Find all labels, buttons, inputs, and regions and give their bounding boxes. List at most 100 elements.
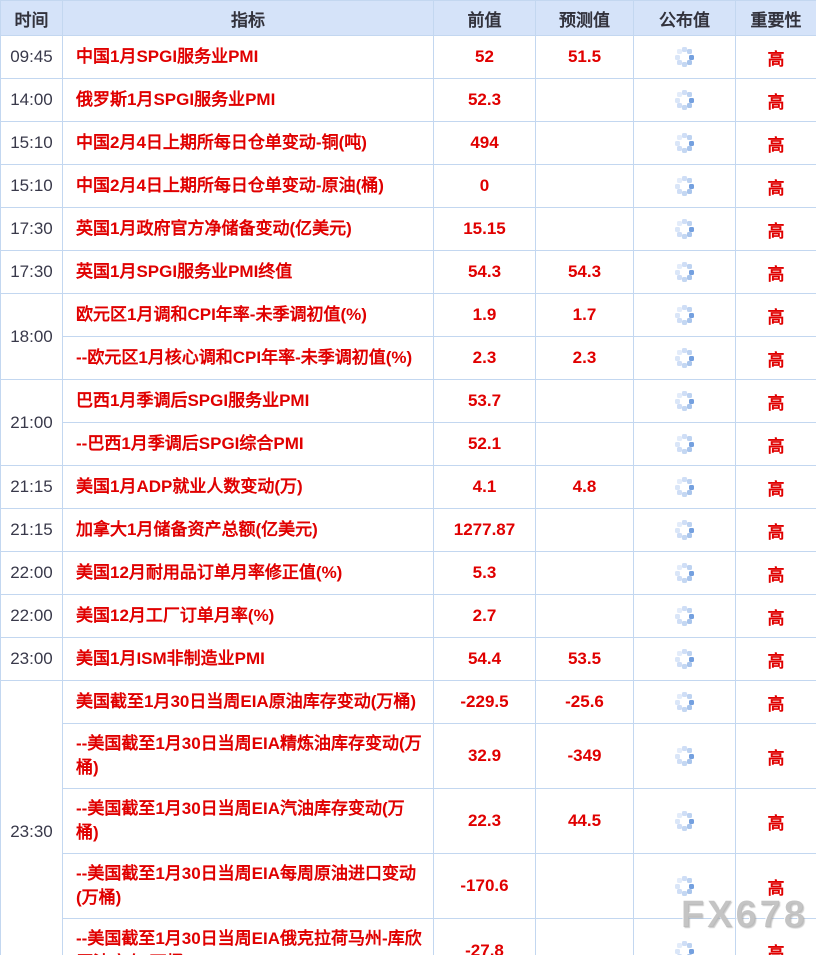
previous-value-cell: -229.5 [433, 680, 536, 724]
header-importance: 重要性 [735, 0, 816, 36]
importance-cell: 高 [735, 465, 816, 509]
published-value-cell [633, 78, 736, 122]
previous-value-cell: 4.1 [433, 465, 536, 509]
table-header: 时间 指标 前值 预测值 公布值 重要性 [0, 0, 816, 36]
forecast-value-cell [535, 551, 634, 595]
indicator-cell[interactable]: --欧元区1月核心调和CPI年率-未季调初值(%) [62, 336, 434, 380]
indicator-cell[interactable]: 美国截至1月30日当周EIA原油库存变动(万桶) [62, 680, 434, 724]
loading-spinner-icon [682, 613, 687, 618]
time-cell: 22:00 [0, 594, 63, 638]
published-value-cell [633, 164, 736, 208]
table-row: 22:00 美国12月工厂订单月率(%) 2.7 高 [0, 594, 816, 638]
time-cell: 22:00 [0, 551, 63, 595]
table-row: 15:10 中国2月4日上期所每日仓单变动-原油(桶) 0 高 [0, 164, 816, 208]
indicator-cell[interactable]: 英国1月政府官方净储备变动(亿美元) [62, 207, 434, 251]
previous-value-cell: 32.9 [433, 723, 536, 789]
loading-spinner-icon [682, 818, 687, 823]
published-value-cell [633, 918, 736, 955]
indicator-cell[interactable]: 英国1月SPGI服务业PMI终值 [62, 250, 434, 294]
table-row: --欧元区1月核心调和CPI年率-未季调初值(%) 2.3 2.3 高 [1, 336, 816, 380]
loading-spinner-icon [682, 269, 687, 274]
loading-spinner-icon [682, 948, 687, 953]
forecast-value-cell: 54.3 [535, 250, 634, 294]
indicator-cell[interactable]: 巴西1月季调后SPGI服务业PMI [62, 379, 434, 423]
header-published: 公布值 [633, 0, 736, 36]
indicator-cell[interactable]: 美国12月耐用品订单月率修正值(%) [62, 551, 434, 595]
importance-cell: 高 [735, 551, 816, 595]
forecast-value-cell [535, 121, 634, 165]
indicator-cell[interactable]: --美国截至1月30日当周EIA汽油库存变动(万桶) [62, 788, 434, 854]
indicator-cell[interactable]: --美国截至1月30日当周EIA精炼油库存变动(万桶) [62, 723, 434, 789]
previous-value-cell: 2.7 [433, 594, 536, 638]
table-row: 21:00 巴西1月季调后SPGI服务业PMI 53.7 高 [0, 379, 816, 466]
published-value-cell [633, 723, 736, 789]
loading-spinner-icon [682, 226, 687, 231]
importance-cell: 高 [735, 78, 816, 122]
table-row: 09:45 中国1月SPGI服务业PMI 52 51.5 高 [0, 35, 816, 79]
table-row: --美国截至1月30日当周EIA精炼油库存变动(万桶) 32.9 -349 高 [1, 723, 816, 789]
indicator-cell[interactable]: 加拿大1月储备资产总额(亿美元) [62, 508, 434, 552]
table-row: 17:30 英国1月政府官方净储备变动(亿美元) 15.15 高 [0, 207, 816, 251]
time-cell: 15:10 [0, 121, 63, 165]
forecast-value-cell [535, 594, 634, 638]
indicator-cell[interactable]: 中国2月4日上期所每日仓单变动-铜(吨) [62, 121, 434, 165]
loading-spinner-icon [682, 140, 687, 145]
published-value-cell [633, 788, 736, 854]
time-cell: 17:30 [0, 250, 63, 294]
previous-value-cell: 22.3 [433, 788, 536, 854]
loading-spinner-icon [682, 699, 687, 704]
forecast-value-cell [535, 207, 634, 251]
header-previous: 前值 [433, 0, 536, 36]
indicator-cell[interactable]: 美国1月ADP就业人数变动(万) [62, 465, 434, 509]
published-value-cell [633, 508, 736, 552]
previous-value-cell: 1277.87 [433, 508, 536, 552]
table-row: 23:30 美国截至1月30日当周EIA原油库存变动(万桶) -229.5 -2… [0, 680, 816, 955]
indicator-cell[interactable]: 中国2月4日上期所每日仓单变动-原油(桶) [62, 164, 434, 208]
loading-spinner-icon [682, 398, 687, 403]
table-row: 14:00 俄罗斯1月SPGI服务业PMI 52.3 高 [0, 78, 816, 122]
loading-spinner-icon [682, 656, 687, 661]
indicator-cell[interactable]: 俄罗斯1月SPGI服务业PMI [62, 78, 434, 122]
table-row: --美国截至1月30日当周EIA每周原油进口变动(万桶) -170.6 高 [1, 853, 816, 919]
importance-cell: 高 [735, 250, 816, 294]
time-cell: 23:00 [0, 637, 63, 681]
header-forecast: 预测值 [535, 0, 634, 36]
forecast-value-cell [535, 918, 634, 955]
table-row: --巴西1月季调后SPGI综合PMI 52.1 高 [1, 422, 816, 466]
previous-value-cell: 5.3 [433, 551, 536, 595]
table-row: --美国截至1月30日当周EIA汽油库存变动(万桶) 22.3 44.5 高 [1, 788, 816, 854]
published-value-cell [633, 35, 736, 79]
indicator-cell[interactable]: 欧元区1月调和CPI年率-未季调初值(%) [62, 293, 434, 337]
indicator-cell[interactable]: 美国1月ISM非制造业PMI [62, 637, 434, 681]
indicator-cell[interactable]: --巴西1月季调后SPGI综合PMI [62, 422, 434, 466]
published-value-cell [633, 207, 736, 251]
indicator-cell[interactable]: 美国12月工厂订单月率(%) [62, 594, 434, 638]
importance-cell: 高 [735, 788, 816, 854]
importance-cell: 高 [735, 853, 816, 919]
importance-cell: 高 [735, 207, 816, 251]
time-cell: 17:30 [0, 207, 63, 251]
forecast-value-cell [535, 508, 634, 552]
previous-value-cell: -170.6 [433, 853, 536, 919]
forecast-value-cell: -349 [535, 723, 634, 789]
table-row: 22:00 美国12月耐用品订单月率修正值(%) 5.3 高 [0, 551, 816, 595]
published-value-cell [633, 250, 736, 294]
forecast-value-cell: 53.5 [535, 637, 634, 681]
published-value-cell [633, 853, 736, 919]
forecast-value-cell: 51.5 [535, 35, 634, 79]
previous-value-cell: 53.7 [433, 379, 536, 423]
indicator-cell[interactable]: --美国截至1月30日当周EIA每周原油进口变动(万桶) [62, 853, 434, 919]
previous-value-cell: 1.9 [433, 293, 536, 337]
table-row: 21:15 美国1月ADP就业人数变动(万) 4.1 4.8 高 [0, 465, 816, 509]
indicator-cell[interactable]: --美国截至1月30日当周EIA俄克拉荷马州-库欣原油库存(万桶) [62, 918, 434, 955]
indicator-cell[interactable]: 中国1月SPGI服务业PMI [62, 35, 434, 79]
previous-value-cell: 0 [433, 164, 536, 208]
importance-cell: 高 [735, 164, 816, 208]
importance-cell: 高 [735, 422, 816, 466]
importance-cell: 高 [735, 637, 816, 681]
importance-cell: 高 [735, 379, 816, 423]
table-row: 15:10 中国2月4日上期所每日仓单变动-铜(吨) 494 高 [0, 121, 816, 165]
previous-value-cell: 494 [433, 121, 536, 165]
published-value-cell [633, 465, 736, 509]
